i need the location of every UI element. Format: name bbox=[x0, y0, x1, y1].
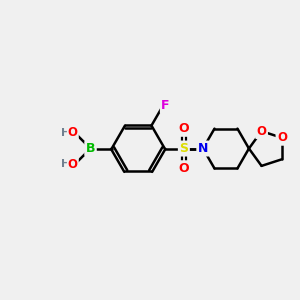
Text: F: F bbox=[161, 99, 170, 112]
Text: B: B bbox=[86, 142, 95, 155]
Text: N: N bbox=[198, 142, 208, 155]
Text: H: H bbox=[61, 159, 70, 169]
Text: S: S bbox=[179, 142, 188, 155]
Text: H: H bbox=[61, 128, 70, 138]
Text: O: O bbox=[178, 122, 189, 135]
Text: O: O bbox=[68, 126, 78, 140]
Text: O: O bbox=[178, 162, 189, 175]
Text: O: O bbox=[68, 158, 78, 171]
Text: O: O bbox=[256, 125, 266, 138]
Text: O: O bbox=[277, 131, 287, 144]
